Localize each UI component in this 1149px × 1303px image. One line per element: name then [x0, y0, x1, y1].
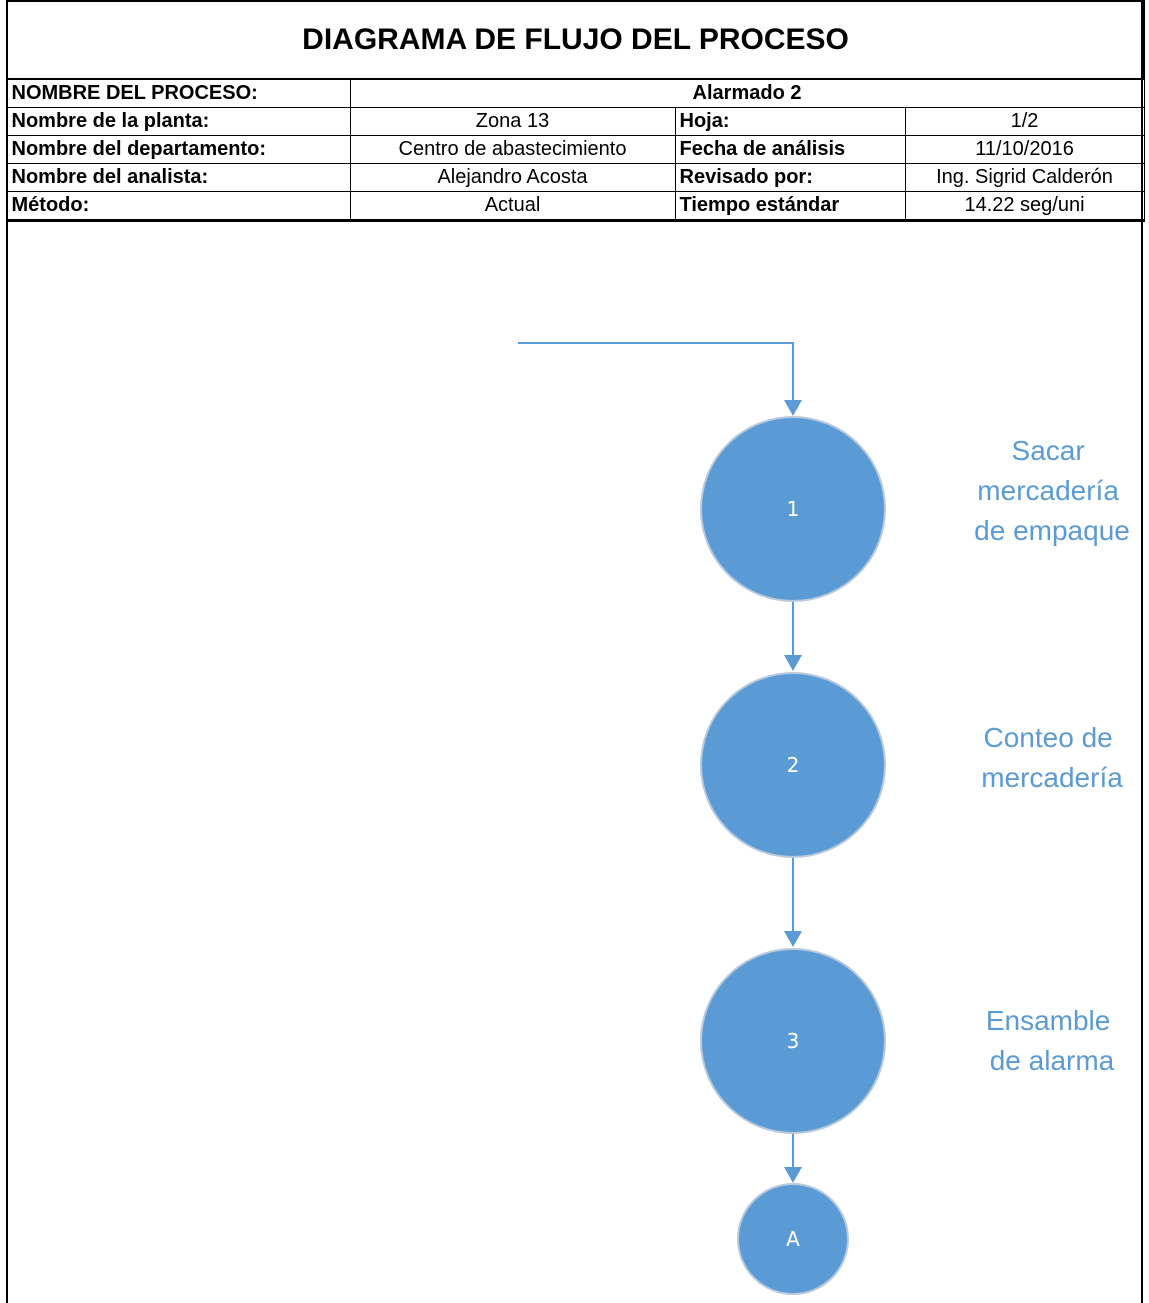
page-title: DIAGRAMA DE FLUJO DEL PROCESO — [5, 0, 1146, 80]
step-number: 1 — [787, 497, 800, 521]
operation-node-3: 3 — [700, 948, 886, 1134]
operation-node-2: 2 — [700, 672, 886, 858]
analysis-date-value: 11/10/2016 — [904, 135, 1145, 164]
process-header-table: DIAGRAMA DE FLUJO DEL PROCESO NOMBRE DEL… — [5, 0, 1146, 222]
sheet-label: Hoja: — [674, 107, 906, 136]
svg-text:Conteo de mercadería: Conteo de mercadería — [981, 722, 1123, 793]
arrowhead-icon — [784, 655, 802, 671]
analysis-date-label: Fecha de análisis — [674, 135, 906, 164]
analyst-label: Nombre del analista: — [6, 163, 351, 192]
operation-node-1: 1 — [700, 416, 886, 602]
page-frame — [6, 0, 1143, 1303]
reviewed-by-label: Revisado por: — [674, 163, 906, 192]
reviewed-by-value: Ing. Sigrid Calderón — [904, 163, 1145, 192]
process-name-label: NOMBRE DEL PROCESO: — [6, 78, 351, 108]
method-label: Método: — [6, 191, 351, 222]
step-label: de alarma — [990, 1045, 1115, 1076]
step-label: mercadería — [977, 475, 1119, 506]
plant-label: Nombre de la planta: — [6, 107, 351, 136]
standard-time-label: Tiempo estándar — [674, 191, 906, 222]
step-label: Ensamble — [986, 1005, 1111, 1036]
step-label: Conteo de — [984, 722, 1113, 753]
method-value: Actual — [349, 191, 676, 222]
step-label: mercadería — [981, 762, 1123, 793]
arrowhead-icon — [784, 1167, 802, 1183]
step-number: 3 — [787, 1029, 800, 1053]
step-number: 2 — [787, 753, 800, 777]
page-connector-node: A — [737, 1183, 849, 1295]
arrowhead-icon — [784, 931, 802, 947]
step-label: Sacar — [1012, 435, 1085, 466]
entry-flow-line — [518, 342, 794, 413]
arrowhead-icon — [784, 400, 802, 416]
plant-value: Zona 13 — [349, 107, 676, 136]
department-value: Centro de abastecimiento — [349, 135, 676, 164]
connector-letter: A — [786, 1227, 800, 1251]
step-label: de empaque — [974, 515, 1130, 546]
svg-text:Ensamble de alarma: Ensamble de alarma — [986, 1005, 1118, 1076]
svg-text:Sacar mercadería de em: Sacar mercadería de empaque — [974, 435, 1130, 546]
standard-time-value: 14.22 seg/uni — [904, 191, 1145, 222]
